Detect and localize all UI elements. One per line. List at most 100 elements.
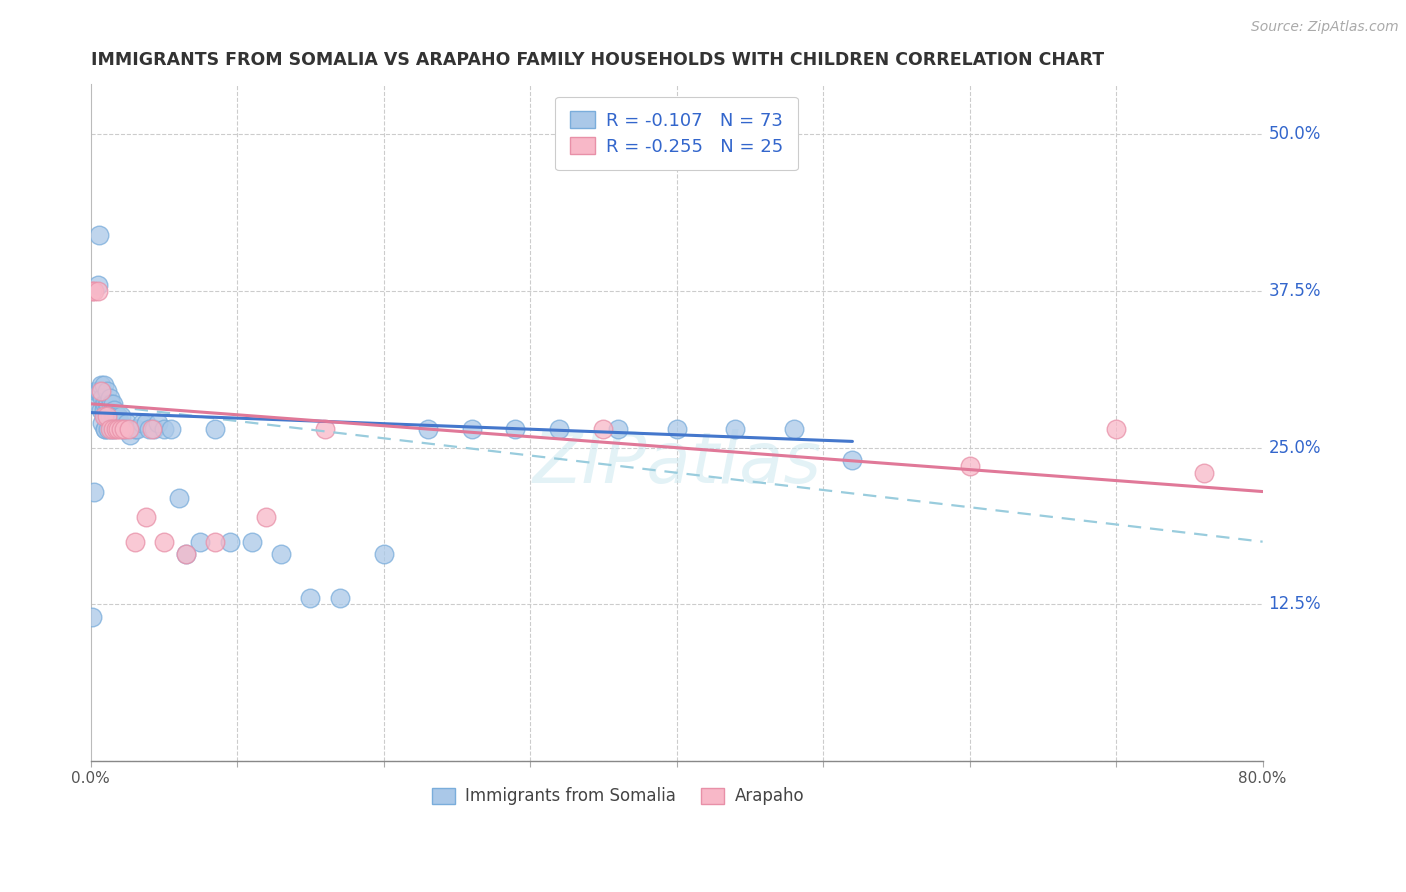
Point (100, 397, 122, 411)
Point (142, 422, 165, 436)
Point (314, 422, 336, 436)
Text: 12.5%: 12.5% (1268, 595, 1322, 614)
Point (107, 409, 129, 424)
Point (124, 534, 146, 549)
Text: ZIPatlas: ZIPatlas (531, 429, 821, 498)
Point (146, 416, 169, 430)
Point (218, 534, 240, 549)
Point (127, 422, 149, 436)
Point (96, 409, 118, 424)
Point (115, 416, 138, 430)
Point (87, 384, 110, 399)
Point (665, 422, 688, 436)
Point (80, 284, 103, 298)
Point (111, 422, 134, 436)
Point (96, 384, 118, 399)
Point (104, 422, 127, 436)
Point (329, 591, 352, 606)
Point (93, 397, 115, 411)
Point (135, 509, 157, 524)
Point (204, 534, 226, 549)
Point (101, 397, 124, 411)
Point (120, 428, 142, 442)
Point (90, 378, 112, 392)
Point (118, 422, 141, 436)
Point (101, 409, 124, 424)
Point (89, 384, 111, 399)
Text: 25.0%: 25.0% (1268, 439, 1322, 457)
Point (1105, 422, 1128, 436)
Point (112, 422, 135, 436)
Point (80, 610, 103, 624)
Point (98, 422, 121, 436)
Point (110, 422, 132, 436)
Point (783, 422, 806, 436)
Point (724, 422, 747, 436)
Point (592, 422, 614, 436)
Point (86, 384, 108, 399)
Point (96, 397, 118, 411)
Point (107, 422, 129, 436)
Point (1192, 466, 1215, 480)
Point (270, 547, 292, 561)
Point (104, 416, 127, 430)
Point (105, 409, 128, 424)
Point (153, 422, 176, 436)
Legend: Immigrants from Somalia, Arapaho: Immigrants from Somalia, Arapaho (423, 779, 813, 814)
Point (607, 422, 630, 436)
Point (108, 416, 131, 430)
Point (460, 422, 482, 436)
Point (959, 459, 981, 474)
Point (841, 453, 863, 467)
Point (103, 403, 125, 417)
Text: 50.0%: 50.0% (1268, 125, 1320, 144)
Point (103, 422, 125, 436)
Point (548, 422, 571, 436)
Text: 37.5%: 37.5% (1268, 282, 1322, 300)
Point (141, 422, 163, 436)
Point (124, 422, 146, 436)
Point (153, 534, 176, 549)
Point (83, 284, 105, 298)
Point (240, 534, 263, 549)
Point (167, 491, 190, 505)
Point (93, 409, 115, 424)
Point (135, 416, 157, 430)
Point (97, 397, 120, 411)
Point (94, 422, 117, 436)
Point (93, 378, 115, 392)
Point (299, 591, 322, 606)
Point (94, 397, 117, 411)
Point (97, 422, 120, 436)
Point (84, 397, 107, 411)
Point (138, 422, 160, 436)
Point (101, 422, 124, 436)
Point (93, 403, 115, 417)
Point (131, 416, 153, 430)
Point (105, 416, 128, 430)
Point (83, 484, 105, 499)
Point (174, 547, 197, 561)
Point (87, 284, 110, 298)
Text: IMMIGRANTS FROM SOMALIA VS ARAPAHO FAMILY HOUSEHOLDS WITH CHILDREN CORRELATION C: IMMIGRANTS FROM SOMALIA VS ARAPAHO FAMIL… (90, 51, 1104, 69)
Point (174, 547, 197, 561)
Point (373, 547, 395, 561)
Point (254, 509, 277, 524)
Point (505, 422, 527, 436)
Point (160, 422, 183, 436)
Point (89, 227, 111, 242)
Point (87, 277, 110, 292)
Point (90, 384, 112, 399)
Point (97, 409, 120, 424)
Point (91, 391, 114, 405)
Point (416, 422, 439, 436)
Point (112, 422, 135, 436)
Point (94, 422, 117, 436)
Point (100, 422, 122, 436)
Point (204, 422, 226, 436)
Point (103, 409, 125, 424)
Point (94, 409, 117, 424)
Text: Source: ZipAtlas.com: Source: ZipAtlas.com (1251, 20, 1399, 34)
Point (91, 416, 114, 430)
Point (114, 422, 136, 436)
